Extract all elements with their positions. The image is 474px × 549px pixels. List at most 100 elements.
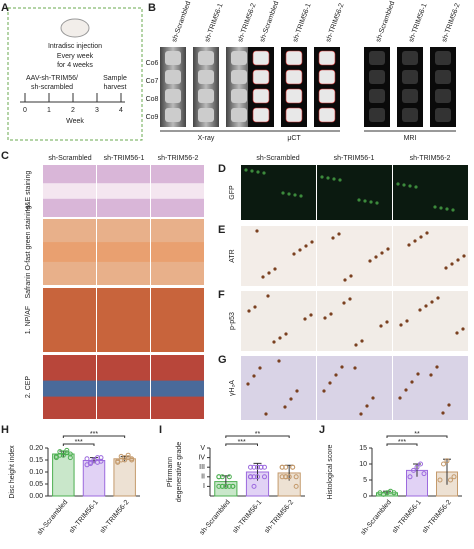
cell [455, 331, 459, 335]
cell [338, 178, 342, 182]
vertebra [285, 88, 303, 104]
cep-band [43, 380, 96, 397]
y-tick-label: 0.05 [29, 481, 43, 488]
frequency-text: Every week [57, 53, 94, 60]
y-tick-label: 0.15 [29, 457, 43, 464]
y-tick-label: 0.00 [29, 493, 43, 500]
vertebra [165, 89, 181, 103]
y-tick-label: 0 [363, 493, 367, 500]
data-point [290, 464, 296, 470]
data-point [98, 455, 104, 461]
data-point [279, 464, 285, 470]
cell [435, 365, 439, 369]
week-label: 2 [71, 107, 75, 114]
significance-bracket [225, 435, 290, 438]
significance-bracket [386, 435, 448, 438]
data-point [67, 455, 73, 461]
cell [293, 193, 297, 197]
data-point [437, 477, 443, 483]
data-point [248, 464, 253, 470]
cell [433, 205, 437, 209]
y-tick-label: IV [198, 454, 205, 461]
cell [256, 170, 260, 174]
data-point [230, 483, 236, 489]
vertebra [231, 89, 247, 103]
ihc-image [241, 226, 316, 286]
cell [399, 323, 403, 327]
cell [284, 332, 288, 336]
cell [379, 324, 383, 328]
ihc-image [317, 291, 392, 351]
data-point [411, 467, 416, 473]
data-point [64, 450, 70, 456]
harvest-text: Sample [103, 75, 127, 82]
vertebra [369, 108, 385, 122]
panel-label: C [1, 150, 9, 162]
cell [368, 259, 372, 263]
cell [304, 244, 308, 248]
cell [398, 396, 402, 400]
cell [261, 275, 265, 279]
histology-image [97, 288, 150, 352]
cell [323, 316, 327, 320]
column-label: sh-TRIM56-1 [334, 155, 375, 162]
cell [375, 201, 379, 205]
y-axis-label: Histological score [327, 444, 334, 499]
row-label: Co8 [146, 96, 159, 103]
ihc-image [241, 165, 316, 220]
x-tick-label: sh-TRIM56-2 [99, 499, 131, 535]
column-label: sh-TRIM56-1 [204, 2, 225, 43]
cell [295, 389, 299, 393]
group-title: μCT [287, 135, 301, 142]
panel-label: H [1, 424, 9, 436]
vertebra [252, 69, 270, 85]
cell [334, 373, 338, 377]
significance-label: ** [255, 431, 261, 438]
data-point [407, 474, 413, 480]
cell [337, 232, 341, 236]
x-tick-label: sh-TRIM56-2 [263, 499, 295, 535]
column-label: sh-TRIM56-2 [158, 155, 199, 162]
y-tick-label: V [200, 445, 205, 452]
data-point [219, 483, 225, 489]
cell [283, 405, 287, 409]
cell [429, 373, 433, 377]
vertebra [285, 50, 303, 66]
data-point [251, 483, 257, 489]
group-title: X-ray [198, 135, 215, 142]
y-tick-label: 15 [359, 445, 367, 452]
treatment-text: AAV-sh-TRIM56/ [26, 75, 78, 82]
cell [303, 317, 307, 321]
cell [363, 199, 367, 203]
vertebra [231, 108, 247, 122]
data-point [57, 449, 63, 455]
week-label: 4 [119, 107, 123, 114]
y-tick-label: I [203, 483, 205, 490]
cell [419, 235, 423, 239]
panel-label: G [218, 354, 227, 366]
cell [299, 194, 303, 198]
data-point [95, 459, 100, 465]
vertebra [318, 50, 336, 66]
cell [354, 343, 358, 347]
cell [277, 359, 281, 363]
data-point [262, 474, 267, 480]
row-label: Co9 [146, 114, 159, 121]
cell [408, 184, 412, 188]
x-tick-label: sh-Scrambled [36, 499, 69, 537]
cep-band [151, 380, 204, 397]
cell [289, 397, 293, 401]
column-label: sh-Scrambled [259, 0, 280, 43]
panel-label: E [218, 224, 225, 236]
cell [250, 169, 254, 173]
cell [255, 229, 259, 233]
cell [332, 177, 336, 181]
vertebra [318, 69, 336, 85]
stain-label: γH₂A [229, 380, 236, 396]
ihc-image [317, 226, 392, 286]
cell [310, 240, 314, 244]
cell [342, 301, 346, 305]
cell [281, 191, 285, 195]
significance-label: *** [238, 439, 246, 446]
cell [262, 171, 266, 175]
